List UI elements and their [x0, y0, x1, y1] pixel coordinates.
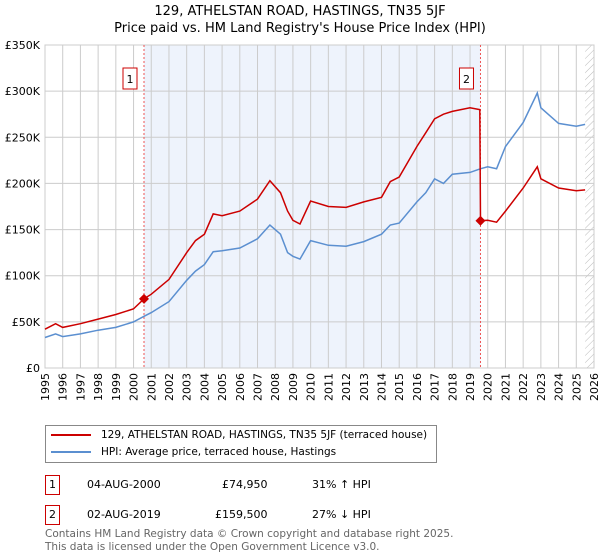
y-tick-label: £100K	[5, 270, 41, 283]
x-tick-label: 1996	[57, 373, 70, 401]
x-tick-label: 2003	[181, 373, 194, 401]
transaction-date: 04-AUG-2000	[87, 478, 161, 491]
hpi-series-line	[44, 90, 586, 339]
x-tick-label: 2000	[128, 373, 141, 401]
x-tick-label: 2015	[393, 373, 406, 401]
x-tick-label: 1999	[110, 373, 123, 401]
footer-line: Contains HM Land Registry data © Crown c…	[45, 528, 454, 540]
y-tick-label: £350K	[5, 39, 41, 52]
x-tick-label: 2025	[570, 373, 583, 401]
y-tick-label: £200K	[5, 177, 41, 190]
x-tick-label: 2016	[411, 373, 424, 401]
x-tick-label: 2007	[252, 373, 265, 401]
transaction-price: £159,500	[215, 508, 268, 521]
y-tick-label: £50K	[12, 316, 41, 329]
x-tick-label: 2024	[553, 373, 566, 401]
transaction-row: 2 02-AUG-2019 £159,500 27% ↓ HPI	[45, 505, 445, 525]
property-series-line	[44, 107, 586, 330]
x-tick-label: 1998	[92, 373, 105, 401]
annotation-label: 1	[126, 73, 133, 86]
x-tick-label: 2008	[269, 373, 282, 401]
transaction-badge: 1	[45, 475, 60, 495]
annotation-badge	[458, 67, 474, 90]
transaction-hpi: 31% ↑ HPI	[312, 478, 371, 491]
legend-item-hpi: HPI: Average price, terraced house, Hast…	[51, 446, 336, 458]
legend-swatch-red	[51, 434, 91, 436]
y-tick-label: £150K	[5, 224, 41, 237]
chart-subtitle: Price paid vs. HM Land Registry's House …	[114, 21, 486, 36]
legend-label: 129, ATHELSTAN ROAD, HASTINGS, TN35 5JF …	[101, 429, 428, 441]
x-tick-label: 2023	[535, 373, 548, 401]
shaded-ownership-period	[143, 45, 481, 368]
x-tick-label: 2005	[216, 373, 229, 401]
x-tick-label: 2002	[163, 373, 176, 401]
y-tick-label: £250K	[5, 131, 41, 144]
x-tick-label: 2019	[464, 373, 477, 401]
hatched-future-region	[585, 45, 594, 368]
x-tick-label: 2010	[305, 373, 318, 401]
transaction-row: 1 04-AUG-2000 £74,950 31% ↑ HPI	[45, 475, 445, 495]
x-tick-label: 2020	[482, 373, 495, 401]
x-tick-label: 2013	[358, 373, 371, 401]
x-tick-label: 2021	[499, 373, 512, 401]
line-chart: 1995 1996 1997 1998 1999 2000 2001 2002 2003 2004…	[5, 39, 600, 401]
plot-border	[44, 44, 595, 369]
x-tick-label: 2004	[198, 373, 211, 401]
legend-swatch-blue	[51, 451, 91, 453]
legend-item-property: 129, ATHELSTAN ROAD, HASTINGS, TN35 5JF …	[51, 429, 427, 441]
transaction-badge: 2	[45, 505, 60, 525]
x-tick-label: 2017	[429, 373, 442, 401]
chart-title: 129, ATHELSTAN ROAD, HASTINGS, TN35 5JF	[154, 4, 446, 19]
x-tick-label: 2009	[287, 373, 300, 401]
footer-line: This data is licensed under the Open Gov…	[45, 541, 380, 553]
sale-marker	[475, 215, 486, 226]
x-tick-label: 2001	[145, 373, 158, 401]
x-tick-label: 1997	[74, 373, 87, 401]
annotation-label: 2	[463, 73, 470, 86]
legend-label: HPI: Average price, terraced house, Hast…	[101, 446, 337, 458]
annotation-badge	[122, 67, 138, 90]
x-tick-label: 1995	[39, 373, 52, 401]
x-tick-label: 2022	[517, 373, 530, 401]
x-tick-label: 2011	[322, 373, 335, 401]
x-tick-label: 2026	[588, 373, 600, 401]
x-tick-label: 2014	[375, 373, 388, 401]
transaction-date: 02-AUG-2019	[87, 508, 161, 521]
y-tick-label: £0	[26, 362, 40, 375]
x-tick-label: 2012	[340, 373, 353, 401]
x-tick-label: 2018	[446, 373, 459, 401]
footer: Contains HM Land Registry data © Crown c…	[45, 528, 453, 554]
legend: 129, ATHELSTAN ROAD, HASTINGS, TN35 5JF …	[45, 425, 437, 463]
transaction-hpi: 27% ↓ HPI	[312, 508, 371, 521]
x-tick-label: 2006	[234, 373, 247, 401]
transaction-price: £74,950	[222, 478, 268, 491]
sale-marker	[138, 293, 149, 304]
y-tick-label: £300K	[5, 85, 41, 98]
